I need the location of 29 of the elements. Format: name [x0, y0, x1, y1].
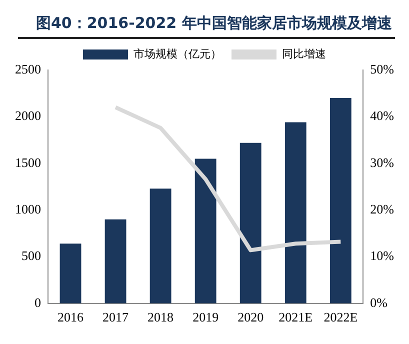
- legend-label: 同比增速: [282, 47, 326, 60]
- x-tick-label: 2017: [102, 310, 130, 325]
- y2-tick-label: 0%: [370, 294, 388, 310]
- y-tick-label: 0: [34, 294, 41, 310]
- y2-tick-label: 50%: [370, 61, 394, 76]
- y-tick-label: 1000: [15, 201, 41, 216]
- y2-tick-label: 40%: [370, 108, 394, 124]
- y2-tick-label: 30%: [370, 154, 394, 170]
- bar: [60, 244, 82, 304]
- y2-tick-label: 10%: [370, 248, 394, 264]
- x-tick-label: 2022E: [324, 310, 358, 325]
- bar: [104, 219, 126, 304]
- y-tick-label: 2500: [15, 61, 41, 76]
- bar: [284, 122, 306, 304]
- x-tick-label: 2016: [58, 310, 84, 325]
- bar: [240, 142, 262, 304]
- bar: [330, 98, 352, 304]
- bar: [194, 158, 216, 304]
- legend-label: 市场规模（亿元）: [134, 47, 222, 60]
- bar: [150, 188, 172, 304]
- y-tick-label: 1500: [15, 154, 41, 170]
- chart-title: 图40：2016-2022 年中国智能家居市场规模及增速: [18, 8, 395, 39]
- x-tick-label: 2018: [148, 310, 174, 325]
- x-tick-label: 2019: [192, 310, 219, 325]
- x-tick-label: 2021E: [278, 310, 313, 325]
- x-tick-label: 2020: [238, 310, 264, 325]
- y-tick-label: 2000: [15, 108, 41, 124]
- y-tick-label: 500: [22, 248, 41, 264]
- y2-tick-label: 20%: [370, 201, 394, 216]
